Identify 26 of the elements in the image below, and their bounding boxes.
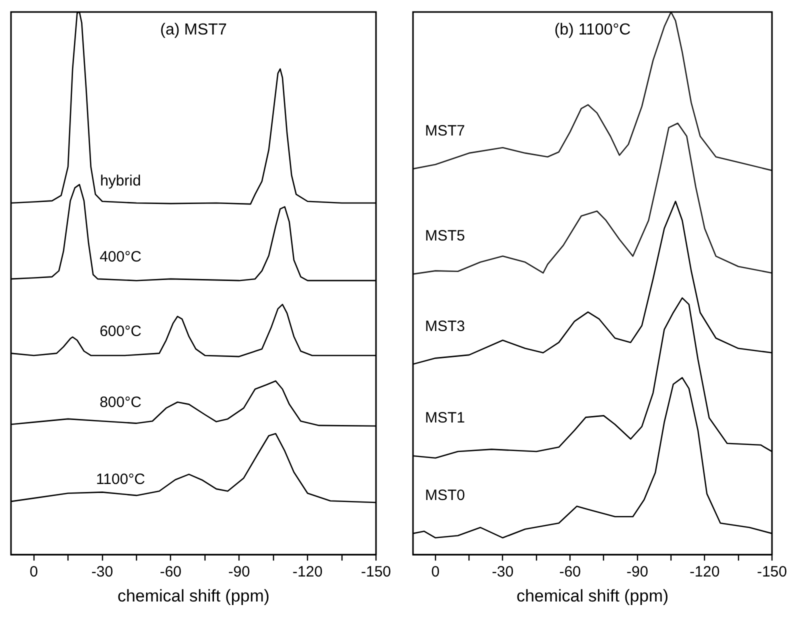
x-tick-label: -90: [626, 564, 648, 581]
series-label: MST0: [425, 487, 466, 504]
x-tick-label: -90: [228, 564, 250, 581]
x-axis-title: chemical shift (ppm): [516, 586, 669, 606]
x-tick-label: -150: [360, 564, 392, 581]
x-tick-label: -150: [756, 564, 788, 581]
series-label: 800°C: [100, 394, 142, 412]
x-axis-title: chemical shift (ppm): [117, 586, 270, 606]
x-tick-label: -60: [559, 564, 581, 581]
series-label: 600°C: [100, 322, 142, 340]
x-tick-label: -30: [91, 564, 114, 581]
series-label: 1100°C: [96, 471, 146, 488]
x-tick-label: -120: [292, 564, 323, 581]
text: (b) 1100°C: [554, 21, 631, 38]
x-tick-label: 0: [30, 564, 38, 581]
series-label: MST7: [425, 122, 466, 140]
series-label: hybrid: [100, 172, 141, 190]
x-tick-label: 0: [431, 564, 440, 581]
text: (a) MST7: [160, 21, 227, 38]
series-label: 400°C: [100, 248, 142, 266]
series-label: MST5: [425, 228, 466, 245]
x-tick-label: -30: [492, 564, 514, 581]
series-label: MST3: [425, 318, 466, 335]
x-tick-label: -60: [160, 564, 182, 581]
x-tick-label: -120: [690, 564, 720, 581]
series-label: MST1: [425, 409, 466, 426]
